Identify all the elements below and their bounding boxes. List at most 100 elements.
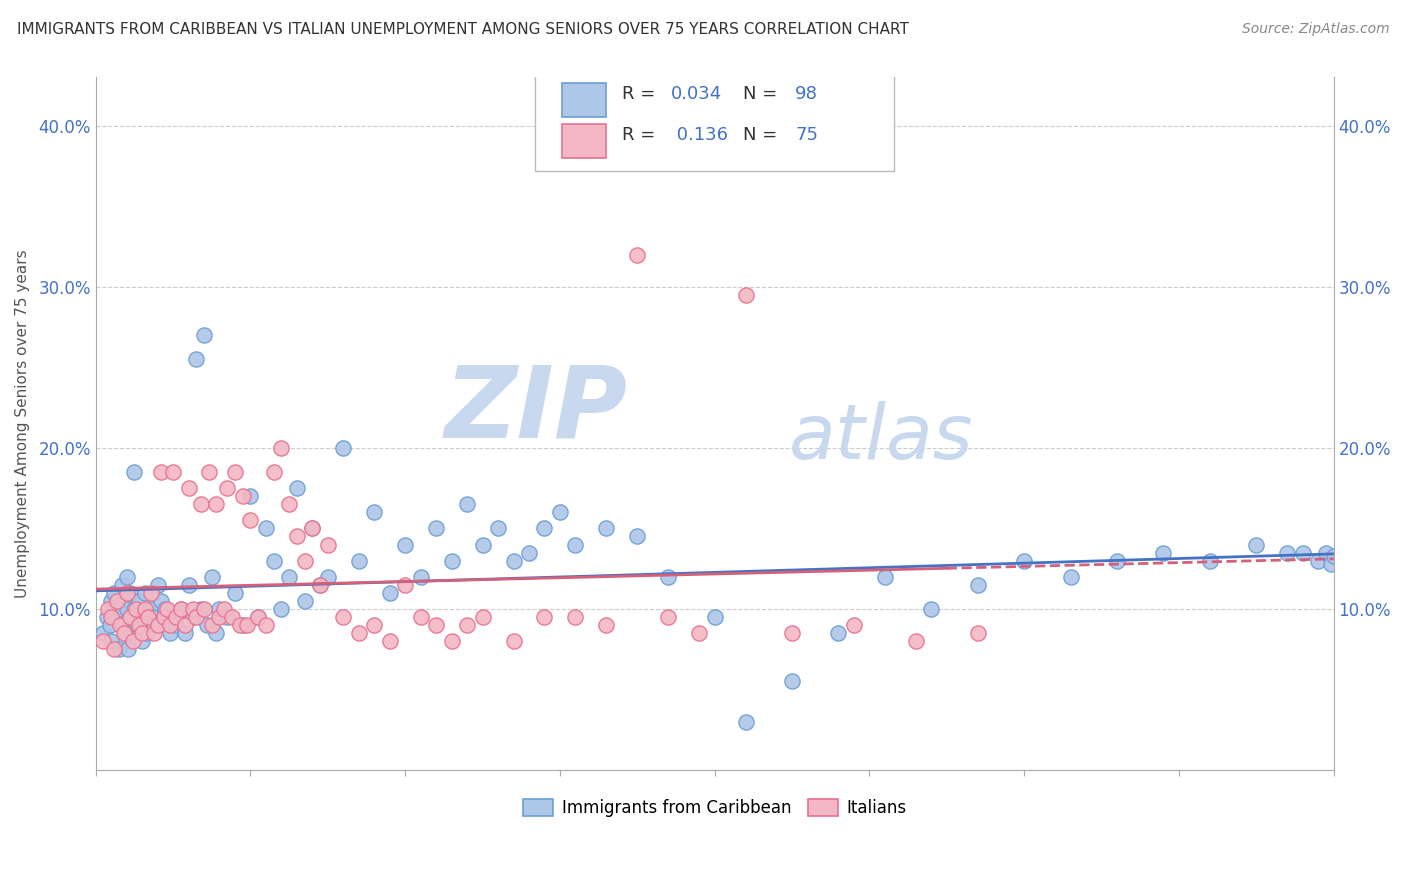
Point xyxy=(128,618,150,632)
FancyBboxPatch shape xyxy=(536,74,894,171)
Legend: Immigrants from Caribbean, Italians: Immigrants from Caribbean, Italians xyxy=(516,792,912,824)
Point xyxy=(1059,570,1081,584)
Point xyxy=(471,610,494,624)
Text: 98: 98 xyxy=(796,85,818,103)
Point xyxy=(197,465,219,479)
Point xyxy=(190,602,212,616)
Point xyxy=(170,602,193,616)
Point xyxy=(112,626,135,640)
Point xyxy=(471,537,494,551)
Point xyxy=(703,610,725,624)
Point xyxy=(1319,557,1341,571)
Point xyxy=(93,626,115,640)
Point xyxy=(124,602,146,616)
Point xyxy=(363,505,385,519)
Point xyxy=(149,594,172,608)
Point xyxy=(114,626,136,640)
Point xyxy=(440,634,463,648)
Point xyxy=(134,586,156,600)
Point xyxy=(152,610,174,624)
Point xyxy=(548,505,571,519)
Point xyxy=(278,497,301,511)
Point xyxy=(301,521,323,535)
Point xyxy=(100,610,122,624)
Text: 0.034: 0.034 xyxy=(671,85,723,103)
Point xyxy=(165,618,187,632)
Point xyxy=(1323,549,1346,563)
Point xyxy=(162,610,184,624)
Point xyxy=(657,610,679,624)
Point xyxy=(208,610,231,624)
Point xyxy=(156,602,179,616)
Y-axis label: Unemployment Among Seniors over 75 years: Unemployment Among Seniors over 75 years xyxy=(15,250,30,598)
Point xyxy=(110,618,132,632)
Point xyxy=(1012,553,1035,567)
Point xyxy=(502,634,524,648)
Point xyxy=(193,602,215,616)
Point xyxy=(98,618,121,632)
Point xyxy=(205,626,228,640)
Point xyxy=(270,441,292,455)
Point xyxy=(301,521,323,535)
Point xyxy=(1308,553,1330,567)
Point xyxy=(595,521,617,535)
Point xyxy=(131,634,153,648)
Point xyxy=(190,497,212,511)
Point xyxy=(294,594,316,608)
Point xyxy=(904,634,927,648)
Point xyxy=(533,610,555,624)
Point xyxy=(159,626,181,640)
Point xyxy=(347,626,370,640)
Point xyxy=(285,529,308,543)
Point xyxy=(127,618,149,632)
Point xyxy=(128,594,150,608)
Point xyxy=(533,521,555,535)
FancyBboxPatch shape xyxy=(562,83,606,117)
Point xyxy=(217,481,239,495)
Point xyxy=(143,626,166,640)
Point xyxy=(103,642,125,657)
Point xyxy=(97,602,120,616)
Point xyxy=(316,537,339,551)
Point xyxy=(332,610,354,624)
Point xyxy=(236,618,259,632)
Point xyxy=(162,465,184,479)
Point xyxy=(425,521,447,535)
Point xyxy=(177,578,200,592)
Point xyxy=(332,441,354,455)
Point xyxy=(564,537,586,551)
Point xyxy=(135,626,157,640)
Point xyxy=(309,578,332,592)
Point xyxy=(1198,553,1220,567)
Text: N =: N = xyxy=(744,127,783,145)
Point xyxy=(1277,545,1299,559)
Text: atlas: atlas xyxy=(789,401,973,475)
Point xyxy=(104,610,127,624)
Point xyxy=(228,618,250,632)
Point xyxy=(688,626,710,640)
Point xyxy=(247,610,270,624)
Point xyxy=(115,570,138,584)
Point xyxy=(111,578,134,592)
Point xyxy=(100,594,122,608)
Point xyxy=(456,497,478,511)
Text: 75: 75 xyxy=(796,127,818,145)
Point xyxy=(239,489,262,503)
Text: R =: R = xyxy=(621,127,661,145)
Point xyxy=(966,578,988,592)
Point xyxy=(409,610,432,624)
Point xyxy=(224,586,246,600)
Point xyxy=(118,586,141,600)
Point xyxy=(595,618,617,632)
Point xyxy=(165,610,187,624)
Point xyxy=(347,553,370,567)
Point xyxy=(108,602,131,616)
Point xyxy=(186,610,208,624)
Point xyxy=(139,602,162,616)
Point xyxy=(263,465,285,479)
Point xyxy=(254,618,277,632)
Point xyxy=(205,497,228,511)
Point xyxy=(517,545,540,559)
Text: R =: R = xyxy=(621,85,661,103)
Point xyxy=(409,570,432,584)
